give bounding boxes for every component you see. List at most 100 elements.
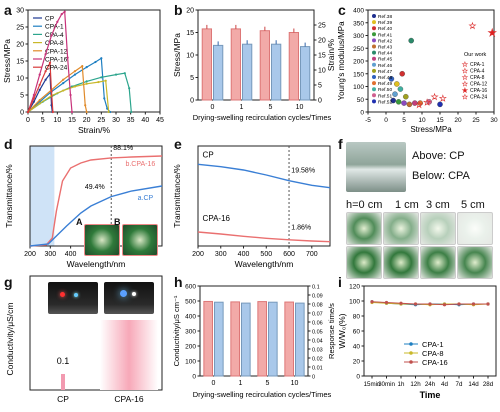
ref-point bbox=[388, 76, 395, 82]
y-tick-label: 0.05 bbox=[312, 330, 323, 336]
legend-marker bbox=[372, 38, 376, 43]
cp-film-height-photo bbox=[420, 212, 456, 245]
legend-label: CPA-16 bbox=[470, 88, 487, 94]
bar-cp bbox=[61, 374, 65, 390]
y-tick-label: 20 bbox=[16, 42, 24, 49]
ref-point bbox=[397, 86, 404, 92]
cpa-led-photo bbox=[104, 282, 154, 314]
x-tick-label: 15 bbox=[68, 117, 76, 124]
panel-label-e: e bbox=[174, 136, 182, 152]
data-point bbox=[44, 78, 47, 81]
x-tick-label: 24h bbox=[425, 381, 436, 388]
y-tick-label: 0 bbox=[192, 374, 196, 381]
y-tick-label: 0.08 bbox=[312, 303, 323, 309]
y-tick-label: 300 bbox=[353, 33, 364, 40]
data-point bbox=[103, 97, 106, 100]
legend-label: CPA-4 bbox=[45, 32, 64, 39]
x-tick-label: 5 bbox=[402, 117, 406, 124]
data-point bbox=[32, 93, 35, 97]
x-tick-label: -5 bbox=[365, 117, 371, 124]
panel-label-i: i bbox=[338, 274, 342, 290]
f-above-label: Above: CP bbox=[412, 150, 465, 162]
chart-h-conductivity-cycles: 010020030040050060000.010.020.030.040.05… bbox=[172, 284, 336, 400]
series-label-cp: a.CP bbox=[138, 195, 154, 202]
chart-e-transmittance: 200 300 400 500 600 700 Wavelength/nm Transmitt… bbox=[172, 145, 331, 269]
f-height-1: 1 cm bbox=[395, 199, 419, 211]
x-tick-label: 12h bbox=[410, 381, 421, 388]
bar-stress bbox=[288, 32, 300, 101]
y-tick-label: 250 bbox=[353, 46, 364, 53]
data-point bbox=[38, 99, 41, 102]
x-tick-label: 15min bbox=[364, 381, 381, 388]
x-tick-label: 10 bbox=[296, 104, 304, 111]
data-point bbox=[85, 110, 88, 114]
x-tick-label: 15 bbox=[436, 117, 444, 124]
y-tick-label: 350 bbox=[353, 20, 364, 27]
data-point bbox=[48, 61, 52, 64]
x-tick-label: 300 bbox=[215, 251, 227, 258]
photo-label-b: B bbox=[114, 217, 121, 227]
data-point bbox=[130, 110, 133, 114]
y-tick-label: 500 bbox=[185, 299, 196, 306]
data-point bbox=[104, 79, 107, 82]
bar-stress bbox=[230, 28, 242, 101]
cpa-film-height-photo bbox=[420, 246, 456, 279]
series-line-cpa16 bbox=[29, 155, 163, 247]
chart-a-stress-strain: 0 5 10 15 20 25 30 35 40 45051015202530Strain/%St… bbox=[2, 8, 164, 136]
y-axis-label: Transmittance/% bbox=[172, 164, 182, 228]
cp-film-height-photo bbox=[457, 212, 493, 245]
legend-marker: ★ bbox=[462, 80, 468, 88]
f-height-0: h=0 cm bbox=[346, 199, 383, 211]
panel-label-h: h bbox=[174, 274, 183, 290]
x-tick-label: 30 bbox=[490, 117, 498, 124]
data-point bbox=[100, 76, 103, 79]
series-line-cpa-4 bbox=[27, 72, 132, 113]
y-tick-label: 100 bbox=[353, 84, 364, 91]
data-point bbox=[60, 12, 63, 16]
y-axis-label: Conductivity/μS cm⁻¹ bbox=[172, 295, 181, 366]
x-tick-label: 600 bbox=[283, 251, 295, 258]
x-tick-label: 5 bbox=[269, 104, 273, 111]
legend-label: CPA-4 bbox=[470, 69, 485, 75]
series-line-cpa16 bbox=[197, 231, 331, 243]
y-tick-label: 20 bbox=[353, 359, 361, 366]
x-axis-label: Stress/MPa bbox=[410, 125, 452, 134]
ref-point bbox=[395, 99, 402, 105]
y-tick-label: 50 bbox=[357, 97, 365, 104]
ref-point bbox=[426, 99, 432, 105]
data-point bbox=[85, 82, 88, 85]
y-tick-label: 5 bbox=[318, 83, 322, 90]
data-point bbox=[428, 302, 432, 306]
our-point-star: ★ bbox=[416, 100, 423, 109]
data-point bbox=[100, 57, 103, 60]
y-axis-label: Young's modulus/MPa bbox=[337, 21, 346, 101]
legend-marker: ★ bbox=[462, 74, 468, 82]
legend-marker bbox=[372, 99, 376, 104]
legend-label: CPA-24 bbox=[45, 65, 68, 72]
cp-film-height-photo bbox=[383, 212, 419, 245]
bar-response-time bbox=[295, 302, 305, 377]
ref-point bbox=[406, 101, 413, 108]
panel-label-g: g bbox=[4, 274, 13, 290]
f-below-label: Below: CPA bbox=[412, 170, 470, 182]
data-point bbox=[85, 80, 88, 83]
chart-c-ashby-scatter: -5 0 5 10 15 20 25 30050100150200250300350400St… bbox=[337, 8, 498, 135]
y-tick-label: 20 bbox=[318, 38, 326, 45]
legend-marker bbox=[409, 360, 413, 364]
legend-label: Ref.50 bbox=[378, 87, 392, 93]
x-tick-label: CPA-16 bbox=[114, 394, 143, 404]
y-tick-label: 0.03 bbox=[312, 348, 323, 354]
x-axis-label: Drying-swelling recirculation cycles/Tim… bbox=[193, 113, 332, 122]
y-tick-label: 15 bbox=[318, 53, 326, 60]
y-tick-label: 10 bbox=[16, 76, 24, 83]
data-point bbox=[38, 88, 41, 91]
y-tick-label: 80 bbox=[353, 314, 361, 321]
ref-point bbox=[399, 71, 405, 77]
x-tick-label: 1 bbox=[239, 380, 243, 387]
y-axis-label: Transmittance/% bbox=[4, 164, 14, 228]
data-point bbox=[107, 110, 110, 114]
legend-marker bbox=[372, 56, 376, 61]
our-point-star: ★ bbox=[439, 94, 446, 103]
